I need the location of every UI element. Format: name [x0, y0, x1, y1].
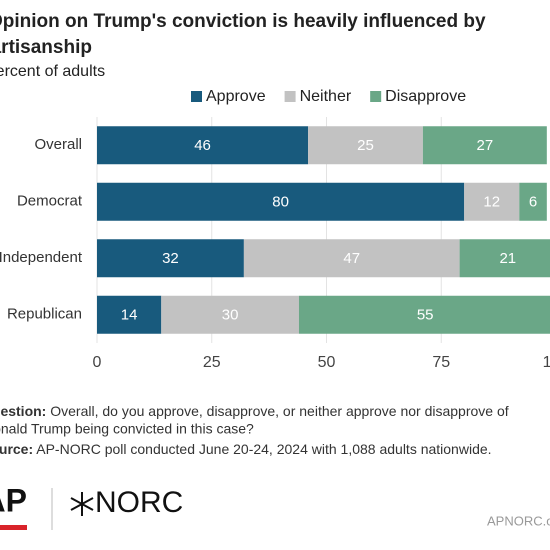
question-label: Question:: [0, 403, 46, 419]
bar-segment: [243, 239, 460, 278]
value-label: 47: [343, 250, 360, 267]
y-tick-label: Republican: [7, 306, 82, 323]
bar-segment: [464, 182, 520, 221]
value-label: 14: [121, 307, 138, 324]
bar-segment: [298, 295, 550, 334]
chart-title: partisanship: [0, 37, 92, 58]
value-label: 12: [483, 194, 500, 211]
logo-star: [70, 492, 94, 516]
bar-segment: [161, 295, 299, 334]
bar-segment: [97, 182, 465, 221]
y-tick-label: Overall: [34, 136, 82, 153]
question-text: Overall, do you approve, disapprove, or …: [50, 403, 508, 419]
legend-swatch: [284, 91, 296, 102]
bar-segment: [422, 126, 547, 165]
x-tick-label: 100: [543, 354, 550, 371]
value-label: 25: [357, 137, 374, 154]
footer: Question: Overall, do you approve, disap…: [0, 403, 550, 530]
logo-bar: [0, 525, 27, 530]
logo-norc: NORC: [95, 486, 183, 519]
legend-label: Disapprove: [385, 88, 466, 105]
question-text: Donald Trump being convicted in this cas…: [0, 421, 254, 437]
value-label: 6: [529, 194, 537, 211]
value-label: 32: [162, 250, 179, 267]
x-tick-label: 0: [93, 354, 102, 371]
value-label: 55: [417, 307, 434, 324]
y-tick-label: Independent: [0, 249, 83, 266]
legend-swatch: [370, 91, 382, 102]
site: APNORC.org: [487, 513, 550, 528]
logo-ap: AP: [0, 482, 27, 518]
x-tick-label: 75: [432, 354, 450, 371]
question: Question: Overall, do you approve, disap…: [0, 403, 509, 419]
value-label: 80: [272, 194, 289, 211]
value-label: 46: [194, 137, 211, 154]
value-label: 30: [222, 307, 239, 324]
bar-segment: [519, 182, 547, 221]
bar-segment: [97, 239, 244, 278]
legend-swatch: [191, 91, 202, 102]
chart-title: Opinion on Trump's conviction is heavily…: [0, 11, 486, 32]
y-tick-label: Democrat: [17, 193, 83, 210]
bar-segment: [97, 295, 162, 334]
x-tick-label: 50: [318, 354, 336, 371]
legend-label: Neither: [300, 88, 352, 105]
value-label: 21: [499, 250, 516, 267]
value-label: 27: [477, 137, 494, 154]
x-tick-label: 25: [203, 354, 221, 371]
chart-subtitle: Percent of adults: [0, 63, 105, 80]
bar-segment: [308, 126, 423, 165]
bar-segment: [459, 239, 550, 278]
source-label: Source:: [0, 441, 33, 457]
source: Source: AP-NORC poll conducted June 20-2…: [0, 441, 492, 457]
legend-label: Approve: [206, 88, 266, 105]
bar-segment: [97, 126, 309, 165]
source-text: AP-NORC poll conducted June 20-24, 2024 …: [36, 441, 491, 457]
